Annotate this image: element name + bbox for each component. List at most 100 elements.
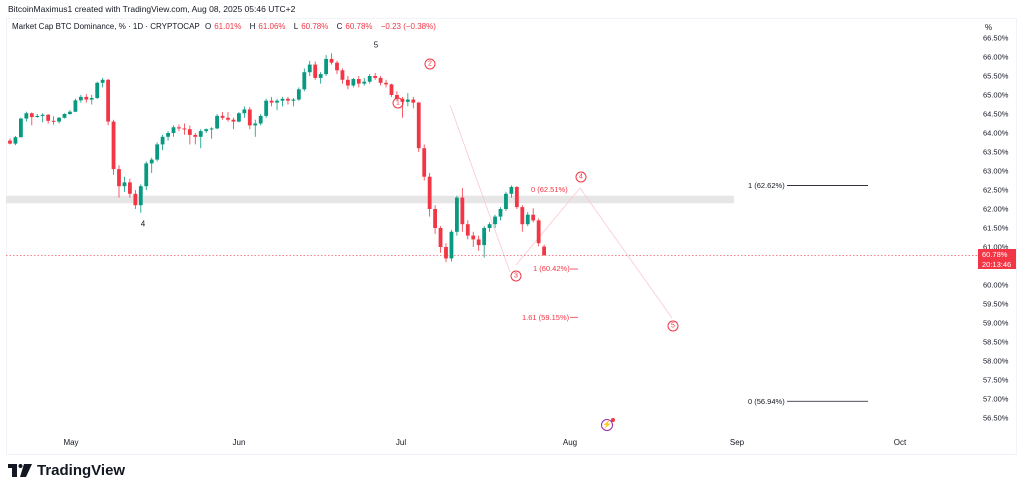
candle-body <box>155 144 160 160</box>
price-tick: 60.00% <box>983 280 1009 290</box>
lightning-event-icon[interactable]: ⚡ <box>601 418 615 431</box>
candle-body <box>128 182 132 194</box>
candle-body <box>444 247 448 259</box>
candle-body <box>329 58 334 63</box>
candle-body <box>433 209 437 228</box>
wave-circle-label: 1 <box>392 97 404 109</box>
candle-body <box>106 79 110 122</box>
price-tick: 63.00% <box>983 166 1009 176</box>
candle-body <box>166 133 170 137</box>
candle-body <box>198 131 203 137</box>
candle-body <box>269 100 274 103</box>
candle-body <box>427 176 432 209</box>
candle-body <box>231 119 236 122</box>
candle-body <box>144 163 149 187</box>
candle-body <box>264 100 269 116</box>
candle-body <box>356 79 361 84</box>
chart-credit: BitcoinMaximus1 created with TradingView… <box>8 4 296 14</box>
wave-circle-label: 2 <box>424 58 436 70</box>
candle-body <box>514 186 519 208</box>
time-tick: May <box>63 438 79 447</box>
candle-body <box>133 193 138 206</box>
time-tick: Aug <box>562 438 578 447</box>
candle-body <box>471 235 476 240</box>
price-tick: 58.00% <box>983 356 1009 366</box>
candle-body <box>346 79 350 86</box>
candle-body <box>373 76 378 78</box>
candle-body <box>84 96 89 100</box>
price-tick: 57.00% <box>983 394 1009 404</box>
candle-body <box>520 207 525 225</box>
candle-body <box>13 137 18 144</box>
candle-body <box>29 113 34 118</box>
wave-line <box>449 104 511 273</box>
price-tick: 64.00% <box>983 128 1009 138</box>
candle-body <box>302 72 307 90</box>
candle-body <box>389 84 394 95</box>
candle-body <box>117 169 121 187</box>
candle-body <box>531 214 536 221</box>
candle-body <box>291 99 296 101</box>
candle-body <box>78 96 83 101</box>
candle-body <box>253 123 258 126</box>
symbol-title: Market Cap BTC Dominance, % · 1D · CRYPT… <box>12 22 200 31</box>
time-tick: Jun <box>232 438 246 447</box>
fib-level-label: 1.61 (59.15%) <box>522 313 570 322</box>
candle-body <box>237 113 241 122</box>
candle-body <box>509 186 514 194</box>
fib-level-label: 0 (62.51%) <box>531 185 568 194</box>
candle-body <box>416 102 421 149</box>
candle-body <box>307 64 312 73</box>
time-tick: Oct <box>893 438 907 447</box>
fib-level-label: 0 (56.94%) <box>748 397 785 406</box>
candle-body <box>182 128 187 130</box>
price-tick: 62.50% <box>983 185 1009 195</box>
candle-body <box>455 197 459 232</box>
candle-body <box>378 77 383 83</box>
candle-body <box>340 70 345 80</box>
wave-circle-label: 3 <box>510 270 522 282</box>
candle-body <box>536 220 541 244</box>
candle-body <box>40 114 45 116</box>
candle-body <box>362 81 367 84</box>
candle-body <box>204 129 209 132</box>
price-tick: 57.50% <box>983 375 1009 385</box>
candle-body <box>367 76 372 82</box>
ohlc-high: H 61.06% <box>249 22 286 31</box>
price-tick: 59.50% <box>983 299 1009 309</box>
candle-body <box>493 216 497 225</box>
candle-body <box>465 224 470 236</box>
candle-body <box>95 82 100 99</box>
price-tick: 62.00% <box>983 204 1009 214</box>
ohlc-close: C 60.78% <box>336 22 373 31</box>
candle-body <box>24 113 29 119</box>
candle-body <box>335 62 339 71</box>
candle-body <box>438 228 443 247</box>
time-tick: Sep <box>729 438 745 447</box>
candle-body <box>242 109 247 114</box>
candle-body <box>449 231 454 259</box>
candle-body <box>149 159 154 164</box>
price-tick: 64.50% <box>983 109 1009 119</box>
candle-body <box>220 115 225 118</box>
chart-pane[interactable] <box>6 18 1017 455</box>
price-scale-unit[interactable]: % <box>985 23 993 32</box>
candle-body <box>111 121 116 170</box>
candle-body <box>122 182 127 187</box>
candle-body <box>138 186 143 206</box>
candle-body <box>384 82 388 85</box>
price-tick: 58.50% <box>983 337 1009 347</box>
candle-body <box>280 98 285 101</box>
price-tick: 65.50% <box>983 71 1009 81</box>
candle-body <box>324 58 328 75</box>
candle-body <box>57 117 61 122</box>
candle-body <box>226 117 230 120</box>
bar-countdown: 20:13:46 <box>982 259 1012 269</box>
candle-body <box>171 127 176 133</box>
wave-label: 5 <box>373 40 379 50</box>
last-price: 60.78% <box>982 250 1008 259</box>
candle-body <box>351 79 356 86</box>
chart-legend: Market Cap BTC Dominance, % · 1D · CRYPT… <box>12 22 439 31</box>
candle-body <box>504 193 508 209</box>
